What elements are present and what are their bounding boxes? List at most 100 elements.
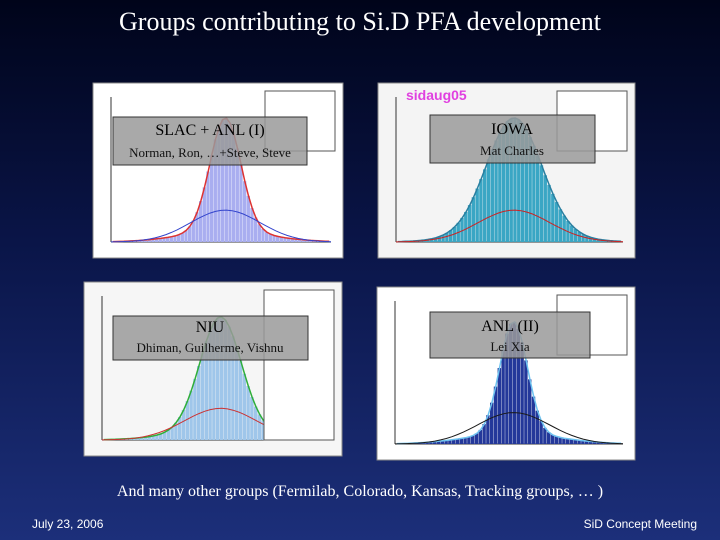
- plot-bar: [246, 195, 250, 242]
- plot-bar: [173, 235, 177, 242]
- plot-bar: [554, 202, 559, 242]
- plot-bar: [294, 239, 298, 242]
- plot-bar: [216, 317, 220, 440]
- plot-bar: [596, 239, 600, 242]
- plot-bar: [569, 439, 574, 444]
- plot-bar: [509, 323, 513, 444]
- plot-bar: [210, 154, 214, 242]
- plot-bar: [283, 237, 287, 242]
- plot-bar: [162, 237, 166, 242]
- plot-bar: [268, 234, 272, 242]
- plot-bar: [219, 316, 224, 440]
- plot-bar: [189, 390, 193, 440]
- footer-note: And many other groups (Fermilab, Colorad…: [117, 483, 603, 500]
- plot-bar: [151, 239, 155, 242]
- label-box: NIU Dhiman, Guilherme, Vishnu: [112, 315, 309, 361]
- plot-bar: [254, 217, 258, 242]
- plot-bar: [509, 118, 513, 242]
- plot-bar: [562, 438, 566, 444]
- plot-bar: [180, 233, 184, 242]
- plot-bar: [494, 140, 498, 242]
- group-members: Norman, Ron, …+Steve, Steve: [129, 145, 291, 160]
- plot-bar: [200, 353, 205, 440]
- plot-bar: [279, 237, 283, 242]
- plot-bar: [577, 440, 581, 444]
- plot-bar: [573, 229, 578, 242]
- plot-bar: [301, 239, 305, 242]
- plot-bar: [577, 231, 582, 242]
- plot-bar: [524, 360, 528, 444]
- plot-fit: [110, 209, 332, 243]
- plot-bar: [459, 438, 464, 444]
- plot-bar: [305, 240, 309, 242]
- plot-bar: [497, 368, 502, 444]
- plot-bar: [429, 441, 433, 444]
- plot-bar: [436, 441, 441, 444]
- plot-bar: [144, 239, 148, 242]
- plot-bar: [505, 333, 509, 444]
- plot-bar: [551, 193, 555, 242]
- plot-stats-box: [263, 289, 335, 441]
- plot-bar: [238, 360, 243, 440]
- plot-bar: [588, 237, 593, 242]
- plot-bar: [448, 440, 452, 444]
- plot-bar: [235, 148, 239, 242]
- plot-bar: [159, 433, 163, 440]
- plot-bar: [223, 320, 228, 440]
- plot-bar: [155, 238, 159, 242]
- plot-bar: [535, 410, 540, 444]
- plot-bar: [539, 165, 544, 242]
- plot-bar: [516, 328, 521, 444]
- plot-bar: [166, 429, 171, 440]
- plot-bar: [588, 441, 593, 444]
- group-name: IOWA: [491, 121, 533, 138]
- plot-bar: [217, 126, 221, 242]
- plot-bar: [513, 118, 517, 242]
- plot-bar: [290, 238, 294, 242]
- plot-bar: [547, 184, 551, 242]
- plot-bar: [464, 211, 468, 242]
- plot-bar: [550, 434, 555, 444]
- plot-bar: [452, 439, 456, 444]
- plot-bar: [596, 442, 600, 444]
- plot-bar: [543, 427, 547, 444]
- plot-bar: [162, 432, 167, 440]
- plot-bar: [440, 440, 445, 444]
- plot-bar: [147, 239, 151, 242]
- plot-bar: [140, 240, 144, 242]
- group-name: SLAC + ANL (I): [155, 122, 264, 139]
- plot-bar: [195, 212, 199, 242]
- plot-bar: [254, 406, 258, 440]
- plot-bar: [460, 217, 464, 242]
- plot-bar: [475, 188, 479, 242]
- plot-bar: [501, 125, 506, 242]
- plot-bar: [486, 415, 490, 444]
- plot-bar: [213, 139, 217, 242]
- plot-bar: [558, 437, 562, 444]
- plot-bar: [517, 119, 521, 242]
- plot-bar: [309, 240, 313, 242]
- plot-fit: [394, 412, 624, 445]
- group-members: Dhiman, Guilherme, Vishnu: [136, 340, 284, 355]
- label-box: ANL (II) Lei Xia: [429, 311, 591, 359]
- plot-bar: [585, 441, 589, 444]
- plot-bar: [132, 438, 136, 440]
- plot-bar: [600, 442, 604, 444]
- plot-bar: [276, 236, 280, 242]
- plot-bar: [250, 208, 254, 242]
- plot-bar: [243, 181, 247, 242]
- plot-bar: [592, 238, 597, 242]
- plot-bar: [483, 169, 487, 242]
- group-members: Lei Xia: [490, 339, 530, 354]
- meeting-name: SiD Concept Meeting: [584, 517, 697, 531]
- plot-bar: [501, 349, 505, 444]
- plot-bar: [463, 437, 467, 444]
- label-box: IOWA Mat Charles: [429, 114, 596, 164]
- plot-bar: [227, 326, 231, 440]
- plot-bar: [184, 230, 188, 242]
- plot-bar: [257, 224, 261, 242]
- plot-bar: [221, 119, 225, 242]
- plot-bar: [239, 164, 243, 242]
- plot-bar: [224, 118, 228, 242]
